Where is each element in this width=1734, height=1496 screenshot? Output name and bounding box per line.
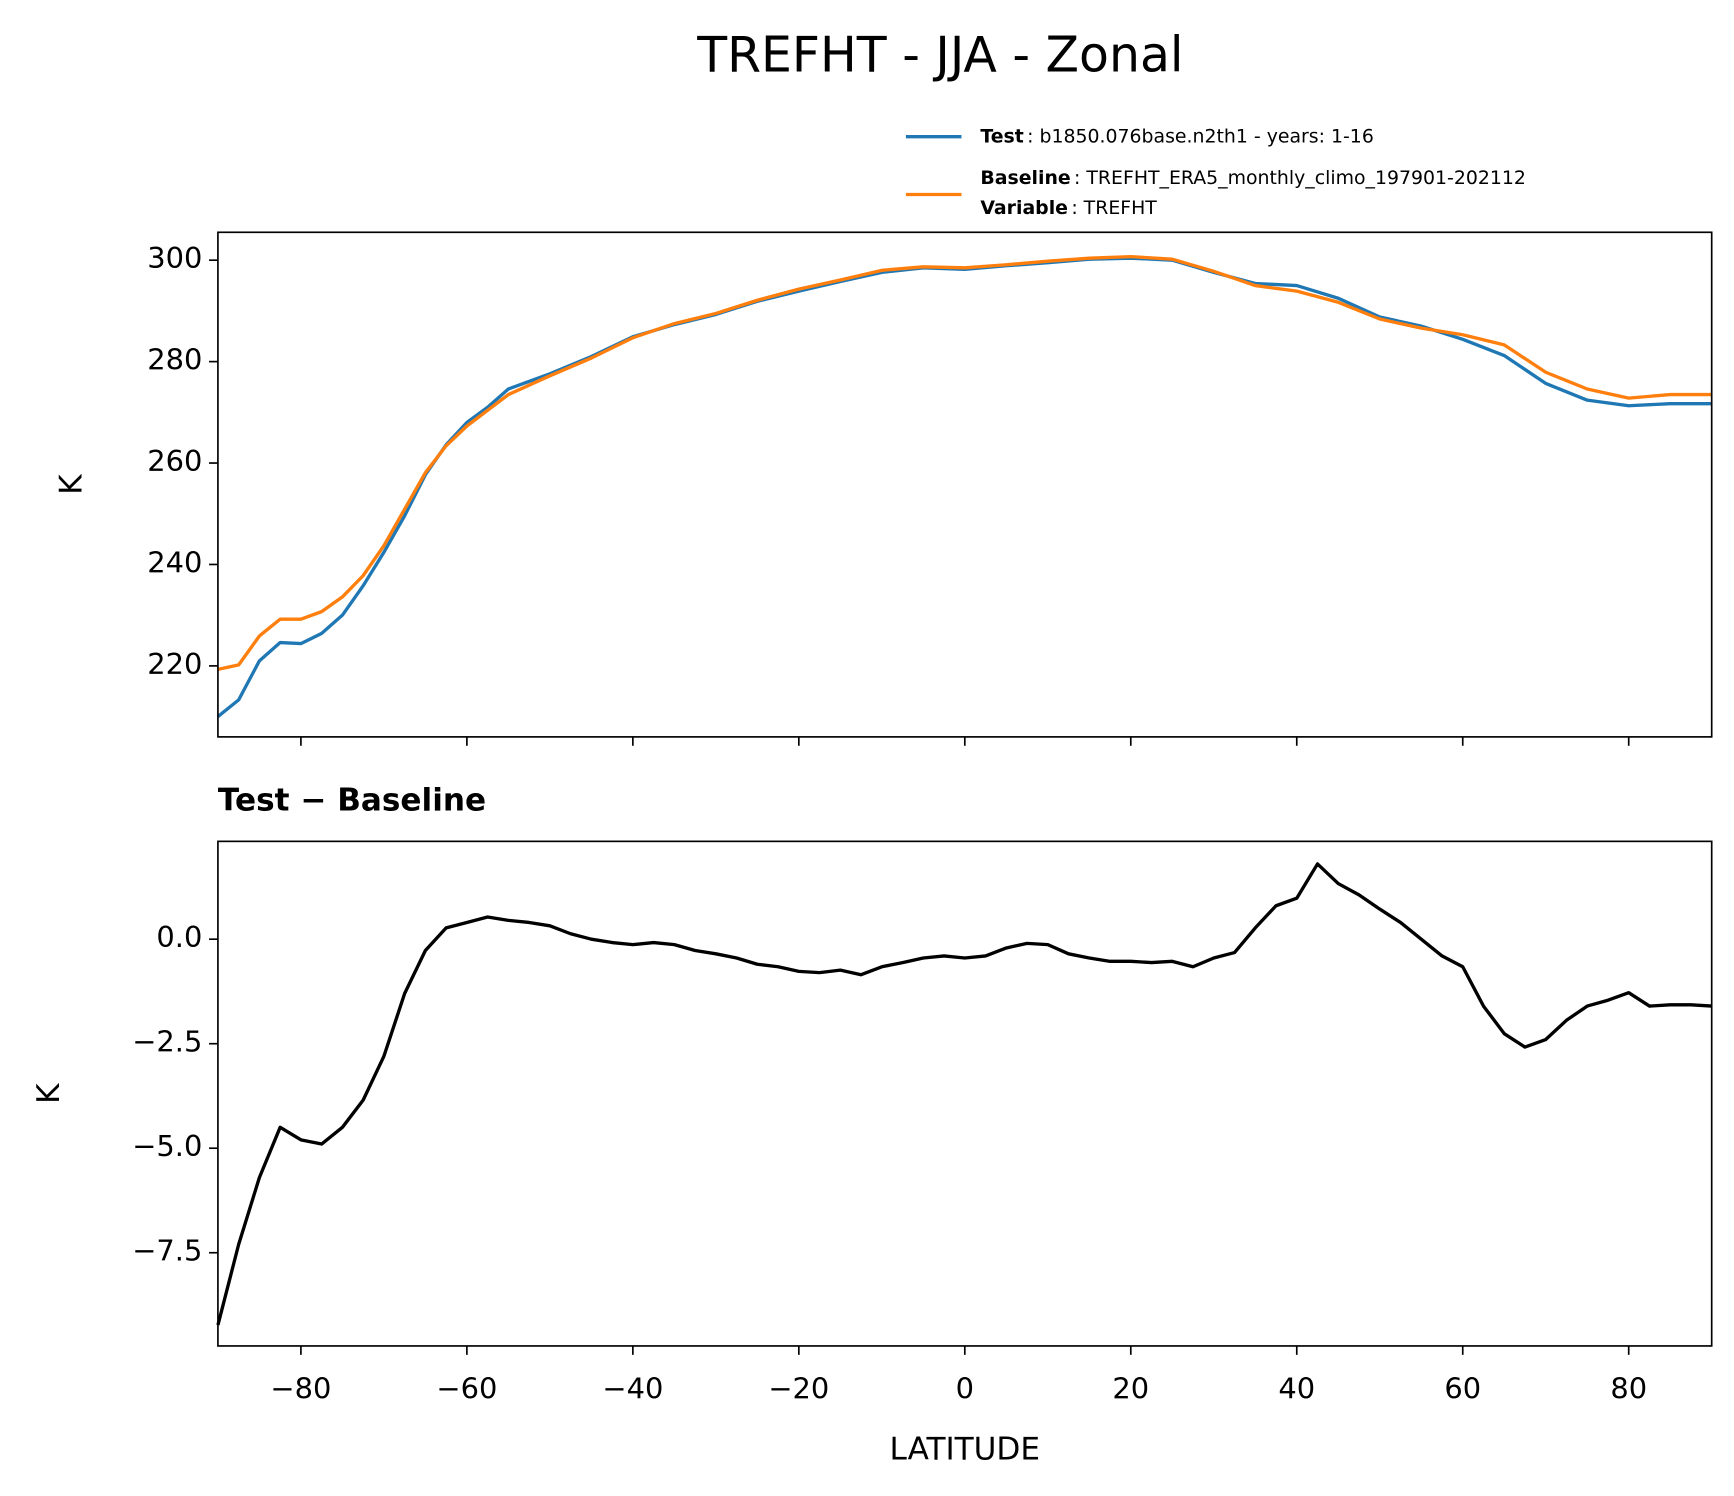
legend-name: Test [980,125,1023,147]
legend-note-text: : TREFHT [1071,196,1157,218]
y-tick-label: 220 [147,647,202,681]
x-tick-label: 20 [1112,1371,1149,1405]
y-axis-label: K [53,473,89,495]
legend-note-name: Variable [980,196,1068,218]
series-line [217,254,1712,672]
x-tick-label: 40 [1278,1371,1315,1405]
legend-text: : TREFHT_ERA5_monthly_climo_197901-20211… [1074,166,1526,188]
legend-entry: Test: b1850.076base.n2th1 - years: 1-16 [980,125,1373,147]
subplot-title: Test − Baseline [218,782,486,818]
y-tick-label: −7.5 [132,1234,202,1268]
plot-frame [217,231,1713,738]
x-tick-label: −60 [436,1371,497,1405]
y-axis-label: K [31,1082,67,1104]
legend-text: : b1850.076base.n2th1 - years: 1-16 [1027,125,1374,147]
y-tick-label: 280 [147,343,202,377]
x-tick-label: 0 [956,1371,974,1405]
legend-name: Baseline [980,166,1070,188]
x-tick-label: −80 [270,1371,331,1405]
x-tick-label: −40 [602,1371,663,1405]
x-tick-label: 60 [1444,1371,1481,1405]
figure-title: TREFHT - JJA - Zonal [696,26,1183,83]
y-tick-label: 300 [147,241,202,275]
y-tick-label: 260 [147,444,202,478]
y-tick-label: 240 [147,545,202,579]
y-tick-label: −2.5 [132,1025,202,1059]
x-tick-label: −20 [768,1371,829,1405]
series-line [216,862,1712,1326]
y-tick-label: 0.0 [156,920,202,954]
y-tick-label: −5.0 [132,1129,202,1163]
x-axis-label: LATITUDE [890,1431,1040,1467]
x-tick-label: 80 [1610,1371,1647,1405]
series-line [216,256,1712,718]
plot-frame [217,840,1713,1347]
legend-note: Variable: TREFHT [980,196,1157,218]
legend-entry: Baseline: TREFHT_ERA5_monthly_climo_1979… [980,166,1526,188]
